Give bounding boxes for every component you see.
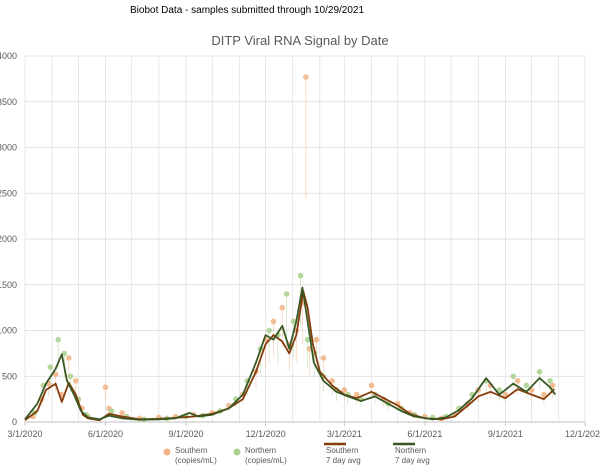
northern-data-point xyxy=(67,373,74,380)
y-tick-label: 1000 xyxy=(0,326,17,336)
legend-southern-avg-label2: 7 day avg xyxy=(326,456,361,465)
northern-data-point xyxy=(523,382,530,389)
legend-southern-avg-swatch xyxy=(324,442,346,446)
northern-data-point xyxy=(536,368,543,375)
y-tick-label: 4000 xyxy=(0,51,17,61)
northern-data-point xyxy=(47,364,54,370)
southern-data-point xyxy=(541,391,547,398)
legend-southern-points-label2: (copies/mL) xyxy=(175,456,217,465)
header-note: Biobot Data - samples submitted through … xyxy=(130,5,365,16)
legend-northern-points-label1: Northern xyxy=(245,446,277,455)
southern-data-point xyxy=(514,378,521,384)
x-tick-label: 6/1/2021 xyxy=(407,429,442,439)
y-tick-label: 2500 xyxy=(0,188,17,198)
northern-data-point xyxy=(61,350,68,357)
x-tick-label: 9/1/2020 xyxy=(168,429,203,439)
legend-northern-points: Northern (copies/mL) xyxy=(233,446,287,466)
legend-northern-points-swatch xyxy=(233,448,241,456)
northern-data-point xyxy=(283,291,290,297)
southern-data-point xyxy=(549,382,556,389)
northern-data-point xyxy=(304,336,311,343)
legend-northern-avg-label2: 7 day avg xyxy=(395,456,430,465)
legend-southern-points: Southern (copies/mL) xyxy=(163,446,217,466)
northern-7day-avg-line xyxy=(24,286,557,421)
y-tick-label: 3000 xyxy=(0,143,17,153)
southern-data-point xyxy=(502,391,509,398)
southern-data-point xyxy=(65,355,72,361)
legend-northern-avg-label1: Northern xyxy=(395,446,427,455)
legend-northern-points-label2: (copies/mL) xyxy=(245,456,287,465)
southern-data-point xyxy=(313,336,320,343)
southern-7day-avg-line xyxy=(24,290,556,422)
northern-data-point xyxy=(266,327,272,334)
x-tick-label: 3/1/2021 xyxy=(327,429,362,439)
southern-data-point xyxy=(320,355,327,361)
chart-title: DITP Viral RNA Signal by Date xyxy=(211,33,389,48)
legend-southern-points-swatch xyxy=(163,448,171,456)
southern-data-point xyxy=(329,378,335,384)
northern-data-point xyxy=(290,318,297,325)
x-tick-label: 3/1/2020 xyxy=(7,429,42,439)
legend-southern-avg: Southern 7 day avg xyxy=(324,442,361,466)
southern-data-point xyxy=(303,74,309,80)
southern-data-point xyxy=(368,382,375,389)
x-tick-label: 12/1/2020 xyxy=(246,429,286,439)
y-tick-label: 3500 xyxy=(0,97,17,107)
y-tick-label: 500 xyxy=(2,371,17,381)
legend-northern-avg-swatch xyxy=(393,442,415,446)
southern-data-point xyxy=(279,304,286,311)
y-tick-label: 2000 xyxy=(0,234,17,244)
x-tick-label: 9/1/2021 xyxy=(488,429,523,439)
northern-data-point xyxy=(547,378,553,384)
x-tick-label: 12/1/2021 xyxy=(565,429,600,439)
x-tick-label: 6/1/2020 xyxy=(88,429,123,439)
southern-data-point xyxy=(119,410,125,416)
y-tick-label: 1500 xyxy=(0,280,17,290)
northern-data-point xyxy=(55,336,62,343)
legend-southern-avg-label1: Southern xyxy=(326,446,359,455)
chart-legend: Southern (copies/mL) Northern (copies/mL… xyxy=(0,442,600,472)
northern-data-point xyxy=(297,272,304,279)
southern-data-point xyxy=(270,318,277,325)
southern-data-point xyxy=(341,387,348,393)
southern-data-point xyxy=(52,371,59,378)
legend-southern-points-label1: Southern xyxy=(175,446,208,455)
southern-data-point xyxy=(353,391,360,398)
y-tick-label: 0 xyxy=(12,417,17,427)
legend-northern-avg: Northern 7 day avg xyxy=(393,442,430,466)
southern-data-point xyxy=(72,378,79,384)
northern-data-point xyxy=(108,408,115,414)
southern-data-point xyxy=(102,384,109,391)
northern-data-point xyxy=(510,373,517,380)
